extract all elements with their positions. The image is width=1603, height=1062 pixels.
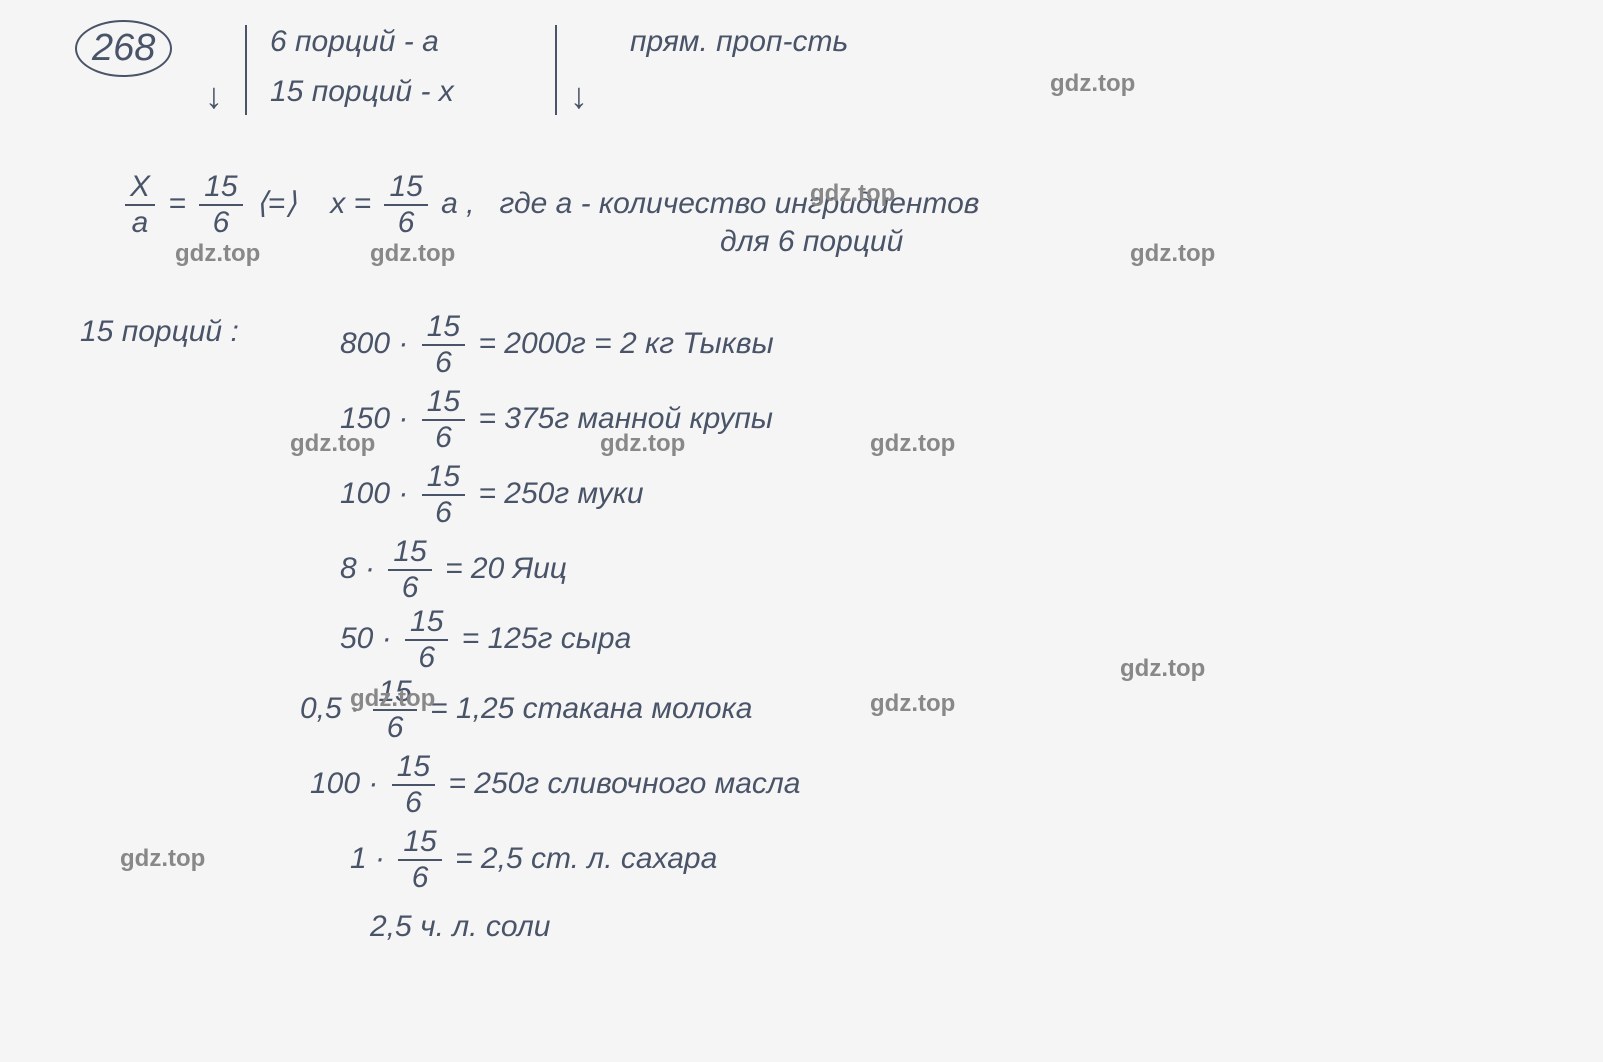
equation-sub: для 6 порций (720, 225, 903, 259)
watermark: gdz.top (870, 690, 955, 718)
header-line1-right (540, 25, 572, 115)
header-line1-left (230, 25, 262, 115)
last-line: 2,5 ч. л. соли (370, 910, 550, 944)
problem-number: 268 (75, 20, 172, 77)
calc-row-7: 1 · 156 = 2,5 ст. л. сахара (350, 825, 717, 895)
calc-row-0: 800 · 156 = 2000г = 2 кг Тыквы (340, 310, 774, 380)
arrow-down-1: ↓ (205, 75, 223, 117)
calc-row-2: 100 · 156 = 250г муки (340, 460, 644, 530)
calc-row-4: 50 · 156 = 125г сыра (340, 605, 631, 675)
header-text-2: прям. проп-сть (630, 25, 848, 59)
watermark: gdz.top (350, 685, 435, 713)
watermark: gdz.top (1120, 655, 1205, 683)
header-text-1: 6 порций - a (270, 25, 439, 59)
watermark: gdz.top (600, 430, 685, 458)
watermark: gdz.top (1130, 240, 1215, 268)
arrow-down-2: ↓ (570, 75, 588, 117)
header-text-3: 15 порций - x (270, 75, 454, 109)
watermark: gdz.top (810, 180, 895, 208)
watermark: gdz.top (870, 430, 955, 458)
watermark: gdz.top (370, 240, 455, 268)
watermark: gdz.top (175, 240, 260, 268)
watermark: gdz.top (120, 845, 205, 873)
watermark: gdz.top (290, 430, 375, 458)
watermark: gdz.top (1050, 70, 1135, 98)
portions-label: 15 порций : (80, 315, 239, 349)
calc-row-6: 100 · 156 = 250г сливочного масла (310, 750, 800, 820)
calc-row-1: 150 · 156 = 375г манной крупы (340, 385, 773, 455)
calc-row-3: 8 · 156 = 20 Яиц (340, 535, 567, 605)
